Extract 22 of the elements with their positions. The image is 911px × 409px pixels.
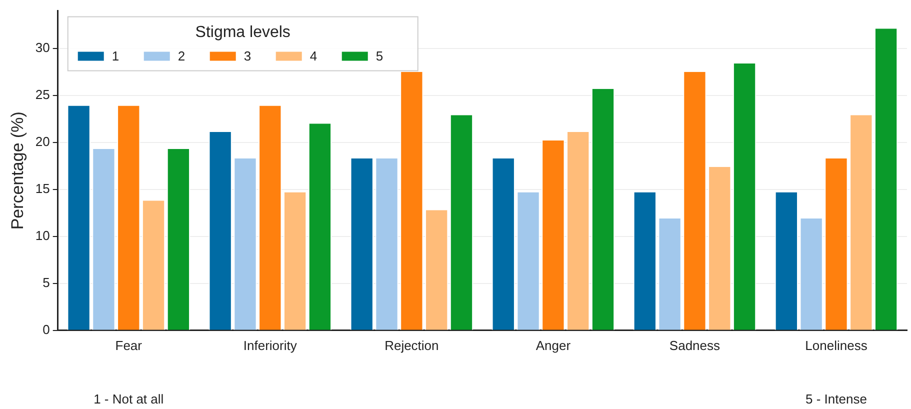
x-tick-label: Sadness xyxy=(669,338,721,353)
text: 5 - Intense xyxy=(806,392,867,407)
y-tick-label: 15 xyxy=(35,180,50,196)
legend-label: 5 xyxy=(376,48,384,64)
legend-label: 4 xyxy=(310,48,318,64)
y-tick-label: 25 xyxy=(35,86,50,102)
x-tick-label: Loneliness xyxy=(805,338,868,353)
legend-title: Stigma levels xyxy=(195,24,290,42)
legend-label: 3 xyxy=(244,48,252,64)
legend-label: 1 xyxy=(112,48,120,64)
y-tick-label: 0 xyxy=(42,322,50,337)
y-tick-label: 5 xyxy=(42,274,50,290)
y-axis-title: Percentage (%) xyxy=(8,112,27,230)
legend-label: 2 xyxy=(178,48,186,64)
x-tick-label: Inferiority xyxy=(243,338,298,353)
y-tick-label: 20 xyxy=(35,134,50,149)
text: 1 - Not at all xyxy=(94,392,164,407)
y-tick-label: 30 xyxy=(35,40,50,55)
x-tick-label: Anger xyxy=(536,338,572,353)
x-tick-label: Fear xyxy=(115,338,143,353)
x-tick-label: Rejection xyxy=(384,338,439,353)
y-tick-label: 10 xyxy=(35,228,50,243)
